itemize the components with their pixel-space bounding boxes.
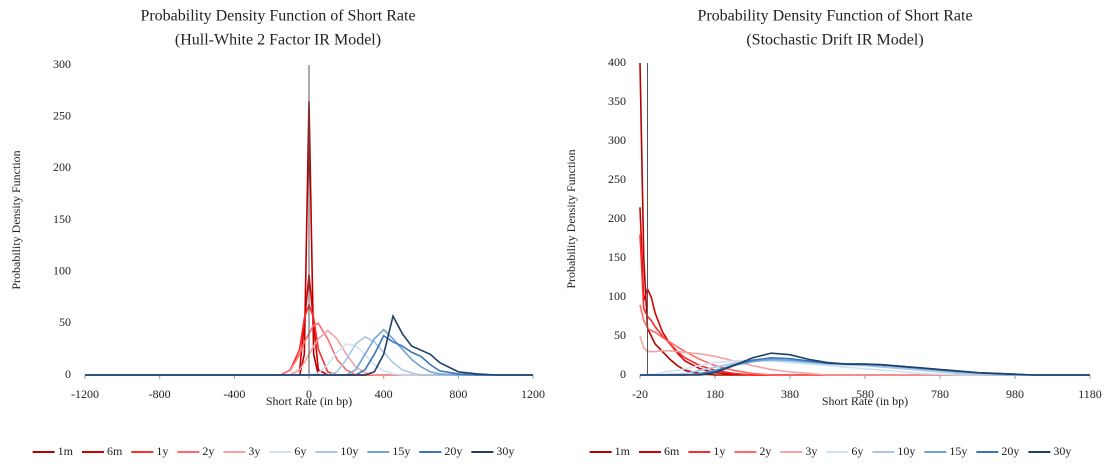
x-tick-label: 580: [856, 387, 874, 401]
legend-label: 6m: [107, 444, 123, 458]
y-axis-label: Probability Density Function: [9, 150, 23, 289]
y-tick-label: 350: [608, 94, 626, 108]
x-tick-label: -800: [149, 387, 171, 401]
legend-label: 30y: [1053, 444, 1071, 458]
y-tick-label: 150: [53, 212, 71, 226]
legend-label: 10y: [897, 444, 915, 458]
x-axis-label: Short Rate (in bp): [822, 394, 908, 408]
x-tick-label: 1200: [521, 387, 545, 401]
legend-label: 3y: [805, 444, 817, 458]
y-tick-label: 300: [608, 133, 626, 147]
y-tick-label: 200: [53, 160, 71, 174]
x-tick-label: 400: [375, 387, 393, 401]
series-line: [640, 352, 1090, 376]
chart-title: Probability Density Function of Short Ra…: [697, 8, 972, 25]
legend-label: 6y: [851, 444, 863, 458]
legend-label: 6m: [664, 444, 680, 458]
x-tick-label: 0: [306, 387, 312, 401]
x-tick-label: 180: [706, 387, 724, 401]
chart-subtitle: (Stochastic Drift IR Model): [746, 32, 923, 49]
y-tick-label: 100: [608, 289, 626, 303]
y-tick-label: 250: [608, 172, 626, 186]
legend-label: 20y: [444, 444, 462, 458]
chart-subtitle: (Hull-White 2 Factor IR Model): [175, 32, 381, 49]
y-tick-label: 0: [65, 367, 71, 381]
y-tick-label: 250: [53, 108, 71, 122]
x-tick-label: 380: [781, 387, 799, 401]
x-tick-label: 780: [931, 387, 949, 401]
x-tick-label: 1180: [1078, 387, 1102, 401]
y-tick-label: 50: [59, 315, 71, 329]
y-tick-label: 100: [53, 263, 71, 277]
legend-label: 20y: [1001, 444, 1019, 458]
x-tick-label: 980: [1006, 387, 1024, 401]
series-line: [85, 313, 533, 376]
x-tick-label: -1200: [71, 387, 99, 401]
legend-label: 1m: [615, 444, 631, 458]
y-tick-label: 200: [608, 211, 626, 225]
x-tick-label: -20: [632, 387, 648, 401]
x-tick-label: 800: [449, 387, 467, 401]
x-tick-label: -400: [223, 387, 245, 401]
legend-label: 2y: [759, 444, 771, 458]
legend-label: 3y: [248, 444, 260, 458]
series-line: [639, 234, 1090, 376]
legend-label: 1y: [156, 444, 168, 458]
legend-label: 10y: [340, 444, 358, 458]
legend-label: 15y: [392, 444, 410, 458]
chart-title: Probability Density Function of Short Ra…: [140, 8, 415, 25]
legend-label: 1m: [58, 444, 74, 458]
x-axis-label: Short Rate (in bp): [266, 394, 352, 408]
y-tick-label: 50: [614, 328, 626, 342]
legend-label: 2y: [202, 444, 214, 458]
legend-label: 30y: [496, 444, 514, 458]
legend-label: 15y: [949, 444, 967, 458]
legend-label: 1y: [713, 444, 725, 458]
y-tick-label: 300: [53, 57, 71, 71]
y-tick-label: 400: [608, 55, 626, 69]
y-axis-label: Probability Density Function: [564, 149, 578, 288]
y-tick-label: 150: [608, 250, 626, 264]
series-line: [639, 62, 1090, 376]
y-tick-label: 0: [620, 367, 626, 381]
series-line: [639, 207, 1090, 376]
legend-label: 6y: [294, 444, 306, 458]
